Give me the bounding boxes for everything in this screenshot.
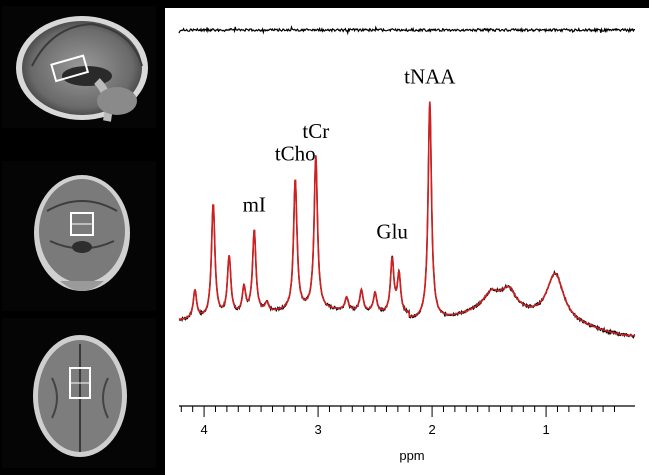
peak-label: tCho [275,141,316,165]
coronal-mri-image [2,161,156,311]
peak-label: tCr [302,119,329,143]
x-tick-label: 3 [314,422,321,437]
residual-layer [178,25,636,36]
x-axis-label: ppm [399,448,424,463]
peak-label: mI [243,193,266,217]
sagittal-mri-image [2,6,156,128]
residual-line [178,25,636,36]
data-layer [178,101,636,340]
fit-spectrum-line [179,101,635,337]
x-tick-label: 2 [428,422,435,437]
x-tick-label: 1 [542,422,549,437]
x-axis: 4 3 2 1 ppm [179,405,635,463]
x-tick-label: 4 [200,422,207,437]
spectrum-plot-panel: 4 3 2 1 ppm tNAA tCr tCho mI Glu [165,8,649,475]
peak-label: tNAA [404,64,456,88]
peak-label: Glu [376,220,408,244]
axial-mri-image [2,318,156,468]
mri-image-column [0,0,158,475]
